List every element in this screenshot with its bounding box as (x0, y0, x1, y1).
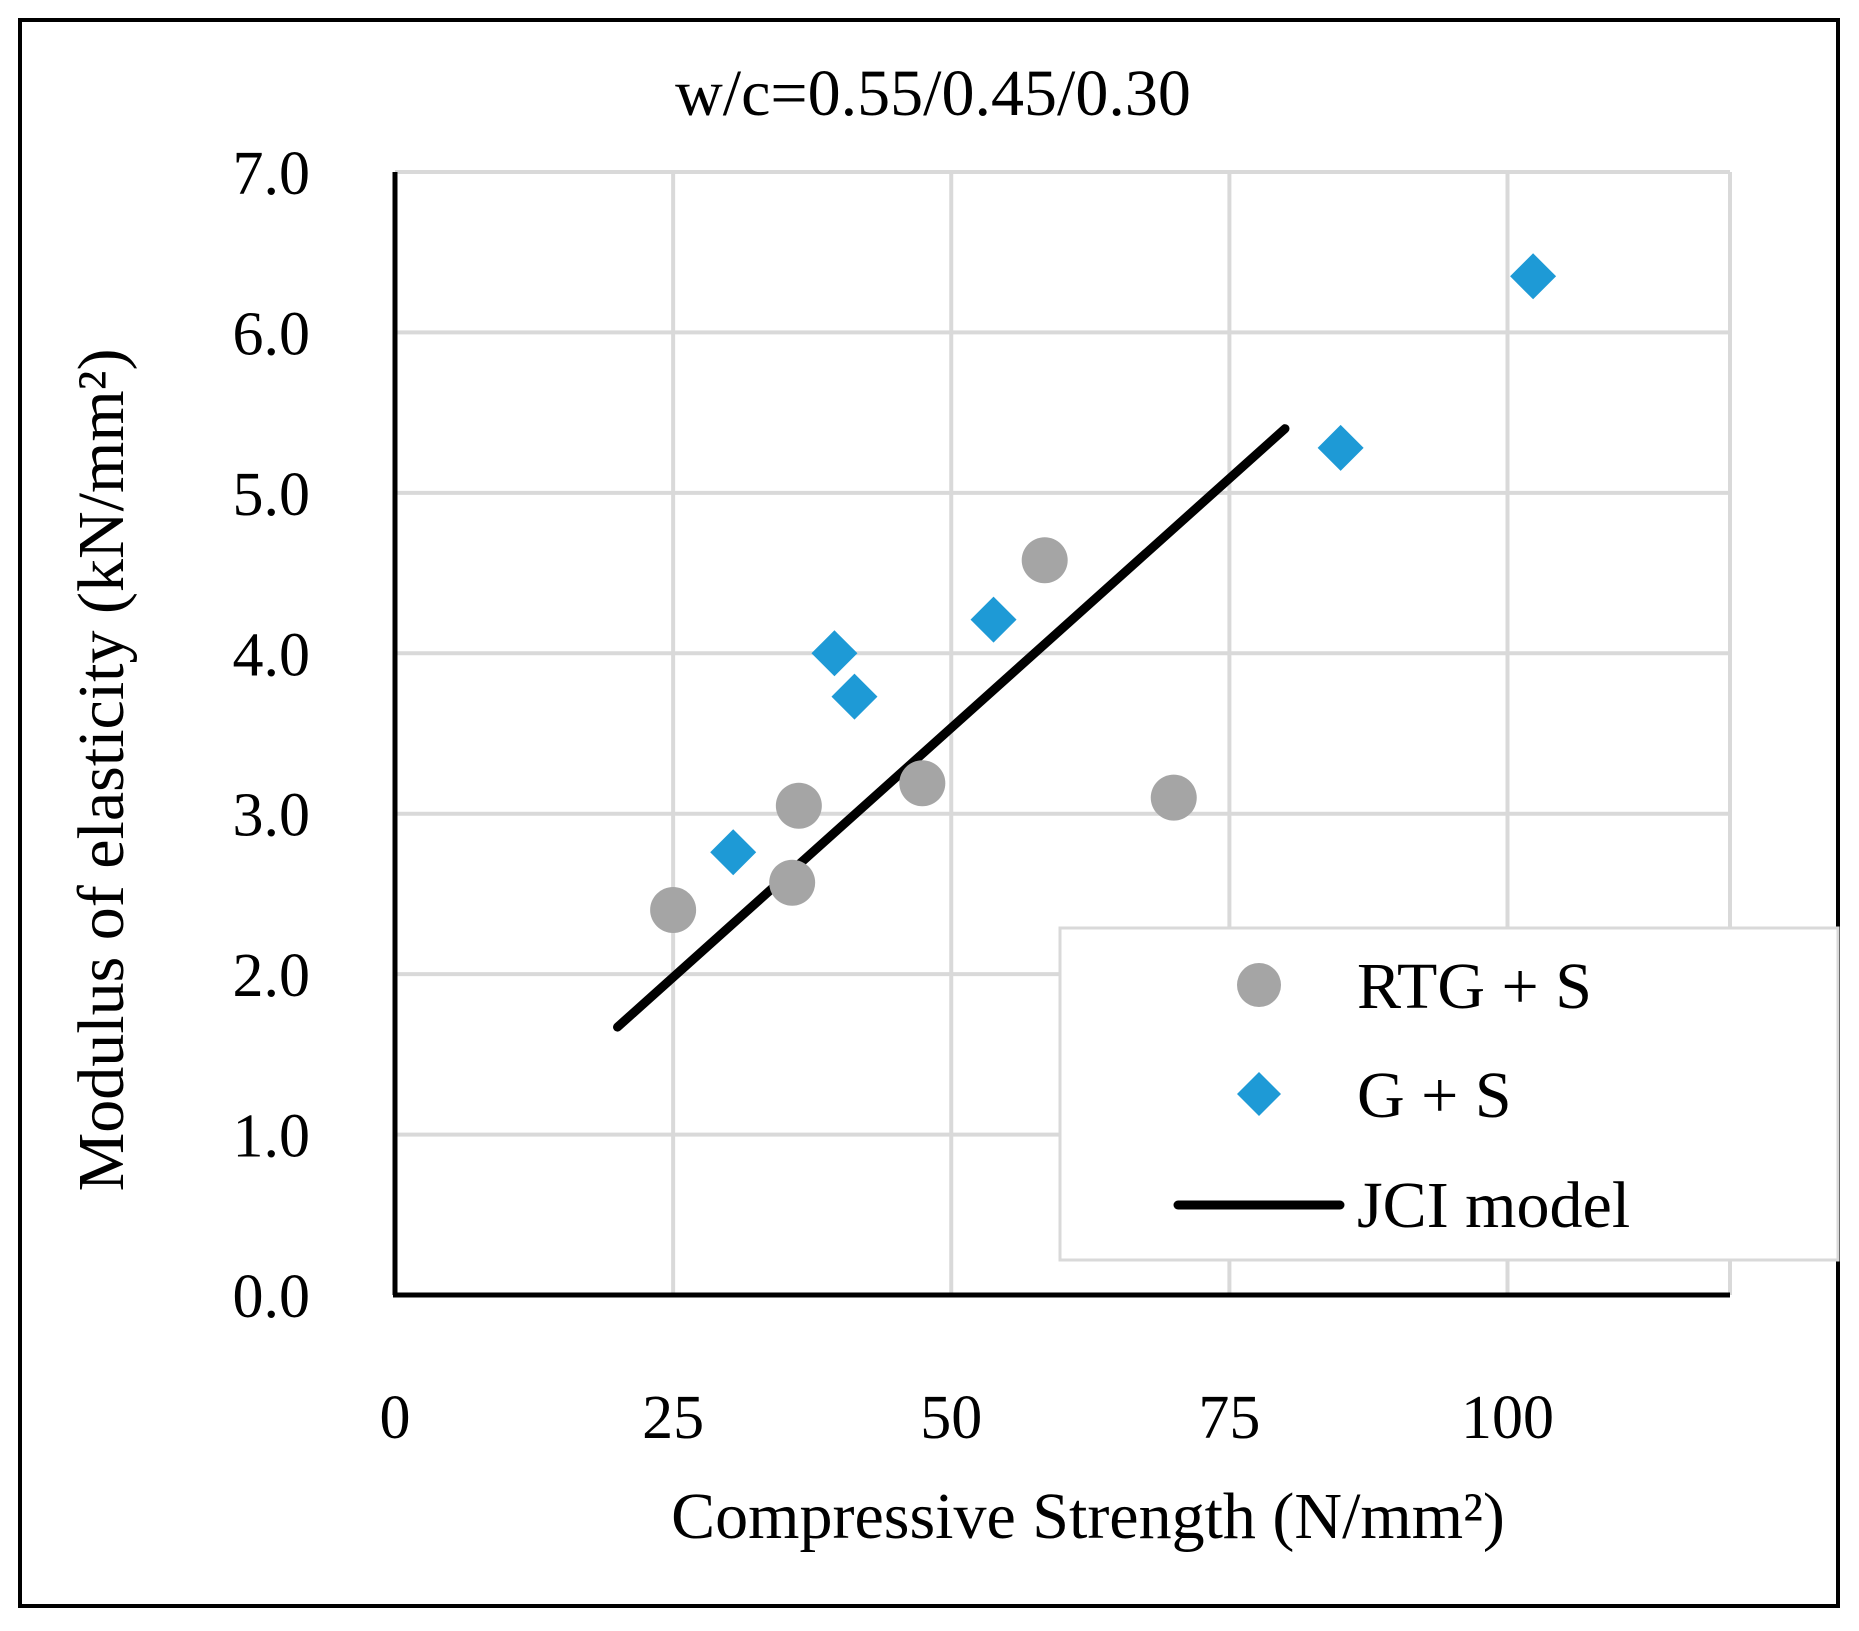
x-tick-label: 100 (1461, 1384, 1554, 1452)
legend-marker-rtg-s (1237, 963, 1281, 1007)
y-tick-label: 4.0 (233, 621, 311, 689)
data-point-rtg-s (775, 782, 822, 829)
series (613, 253, 1557, 1032)
x-tick-label: 75 (1198, 1384, 1260, 1452)
data-point-g-s (1510, 253, 1557, 300)
chart-title: w/c=0.55/0.45/0.30 (675, 57, 1191, 130)
legend-label-g-s: G + S (1357, 1059, 1512, 1132)
data-point-rtg-s (1150, 774, 1197, 821)
y-tick-label: 5.0 (233, 461, 311, 529)
x-axis-label: Compressive Strength (N/mm²) (671, 1480, 1505, 1553)
data-point-g-s (1317, 424, 1364, 471)
data-point-g-s (811, 630, 858, 677)
y-tick-label: 1.0 (233, 1103, 311, 1171)
legend-marker-g-s (1237, 1072, 1281, 1116)
data-point-g-s (710, 829, 757, 876)
data-point-rtg-s (769, 859, 816, 906)
x-tick-labels: 0 25 50 75 100 (380, 1384, 1555, 1452)
data-point-g-s (831, 673, 878, 720)
data-point-g-s (970, 596, 1017, 643)
legend: RTG + S G + S JCI model (1058, 926, 1840, 1262)
legend-label-rtg-s: RTG + S (1357, 950, 1592, 1023)
y-axis-label: Modulus of elasticity (kN/mm²) (65, 349, 138, 1192)
legend-label-jci-model: JCI model (1357, 1169, 1630, 1242)
x-tick-label: 25 (642, 1384, 704, 1452)
x-tick-label: 50 (920, 1384, 982, 1452)
series-line-jci-model (613, 424, 1290, 1032)
data-point-rtg-s (650, 886, 697, 933)
y-tick-label: 0.0 (233, 1263, 311, 1331)
y-tick-label: 2.0 (233, 942, 311, 1010)
y-tick-label: 3.0 (233, 782, 311, 850)
y-tick-label: 7.0 (233, 140, 311, 208)
data-point-rtg-s (899, 760, 946, 807)
y-tick-labels: 0.0 1.0 2.0 3.0 4.0 5.0 6.0 7.0 (233, 140, 311, 1331)
y-tick-label: 6.0 (233, 300, 311, 368)
data-point-rtg-s (1021, 537, 1068, 584)
x-tick-label: 0 (380, 1384, 411, 1452)
